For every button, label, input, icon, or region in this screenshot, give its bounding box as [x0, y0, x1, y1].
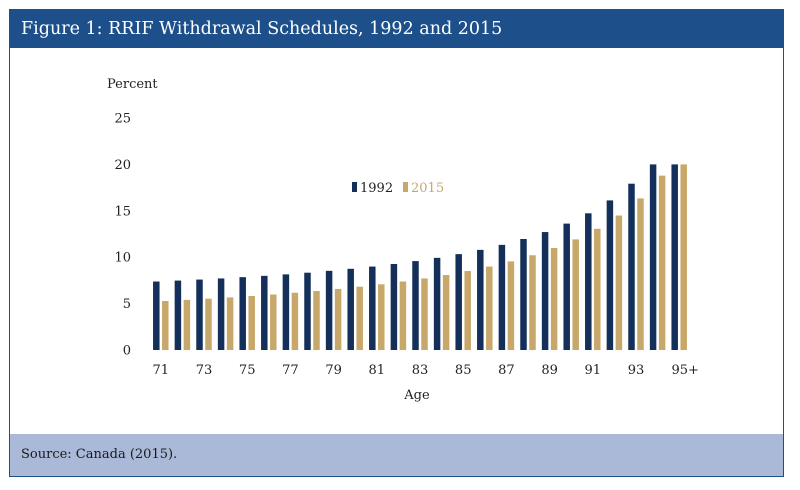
- bar-2015-72: [183, 299, 191, 350]
- bar-1992-71: [153, 281, 160, 350]
- bar-2015-90: [572, 239, 579, 350]
- y-tick-label: 15: [114, 204, 131, 219]
- bar-1992-81: [369, 266, 376, 350]
- bar-1992-83: [412, 261, 419, 350]
- y-tick-label: 0: [123, 344, 131, 359]
- x-tick-label: 89: [541, 363, 558, 378]
- x-tick-label: 79: [325, 363, 342, 378]
- y-tick-label: 25: [114, 112, 131, 127]
- y-tick-label: 5: [123, 297, 131, 312]
- legend-swatch-1992: [352, 182, 357, 192]
- bar-1992-88: [520, 239, 527, 350]
- bar-1992-87: [498, 244, 506, 350]
- bar-1992-85: [455, 254, 462, 350]
- x-tick-label: 71: [153, 363, 170, 378]
- bar-2015-73: [205, 298, 212, 350]
- bar-2015-91: [594, 228, 601, 350]
- bar-2015-94: [658, 175, 666, 350]
- bar-1992-78: [304, 272, 311, 350]
- bar-1992-80: [347, 268, 354, 350]
- x-tick-label: 73: [196, 363, 213, 378]
- bar-2015-82: [399, 281, 407, 350]
- bar-2015-89: [550, 248, 558, 350]
- bar-1992-90: [563, 223, 570, 350]
- bar-1992-76: [261, 275, 268, 350]
- bar-1992-74: [217, 278, 225, 350]
- bar-1992-73: [196, 279, 203, 350]
- bar-2015-83: [421, 278, 428, 350]
- bar-2015-81: [378, 284, 385, 350]
- bar-2015-75: [248, 295, 255, 350]
- bar-1992-92: [606, 200, 614, 350]
- legend-label-1992: 1992: [360, 181, 393, 196]
- x-tick-label: 85: [455, 363, 472, 378]
- bar-1992-75: [239, 277, 246, 350]
- x-tick-label: 83: [412, 363, 429, 378]
- bar-2015-74: [226, 297, 234, 350]
- bar-2015-77: [291, 292, 299, 350]
- bar-1992-89: [541, 232, 549, 350]
- bar-1992-94: [649, 164, 657, 350]
- bar-2015-71: [162, 301, 169, 350]
- x-axis-label: Age: [403, 388, 430, 403]
- bar-1992-77: [282, 274, 290, 350]
- x-tick-label: 77: [282, 363, 299, 378]
- bar-1992-84: [433, 257, 441, 350]
- bar-2015-88: [529, 255, 536, 350]
- y-tick-label: 10: [114, 251, 131, 266]
- bar-2015-93: [637, 198, 644, 350]
- bar-2015-80: [356, 286, 363, 350]
- bar-2015-78: [313, 290, 320, 350]
- bar-1992-95+: [671, 164, 678, 350]
- bar-1992-79: [325, 270, 333, 350]
- y-axis-label: Percent: [107, 77, 158, 92]
- x-tick-label: 91: [585, 363, 602, 378]
- bar-2015-92: [615, 215, 623, 350]
- bar-1992-86: [477, 249, 484, 350]
- bar-2015-95+: [680, 164, 687, 350]
- y-tick-label: 20: [114, 158, 131, 173]
- x-tick-label: 75: [239, 363, 256, 378]
- legend-label-2015: 2015: [411, 181, 444, 196]
- x-tick-label: 93: [628, 363, 645, 378]
- bar-2015-76: [270, 294, 277, 350]
- bar-1992-93: [628, 183, 635, 350]
- legend-swatch-2015: [403, 182, 408, 192]
- bar-2015-84: [442, 275, 450, 350]
- bar-2015-79: [334, 288, 342, 350]
- bar-1992-72: [174, 280, 182, 350]
- bar-1992-82: [390, 263, 398, 350]
- source-note: Source: Canada (2015).: [10, 434, 783, 476]
- figure-title: Figure 1: RRIF Withdrawal Schedules, 199…: [10, 10, 783, 48]
- bar-2015-87: [507, 261, 515, 350]
- x-tick-label: 87: [498, 363, 515, 378]
- bar-1992-91: [585, 213, 592, 350]
- x-tick-label: 81: [369, 363, 386, 378]
- x-tick-label: 95+: [671, 363, 698, 378]
- bar-2015-85: [464, 271, 471, 350]
- bar-2015-86: [486, 266, 493, 350]
